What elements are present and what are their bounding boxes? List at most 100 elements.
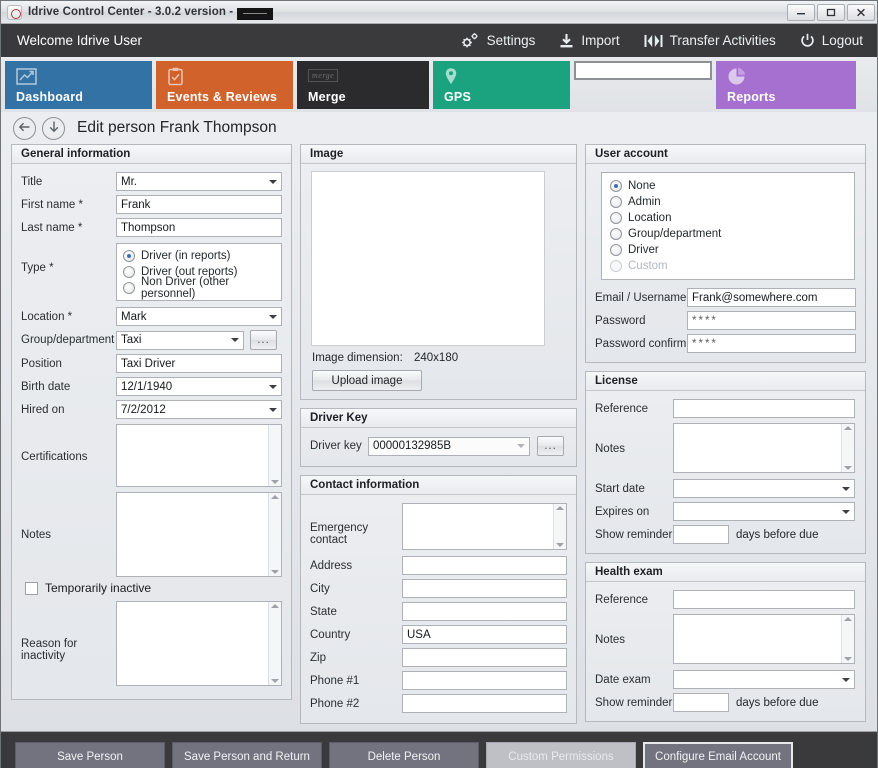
phone-2-input[interactable]: [402, 694, 567, 713]
back-button[interactable]: [13, 116, 36, 140]
role-radio-location[interactable]: Location: [610, 210, 846, 226]
license-notes-textarea[interactable]: [673, 423, 855, 473]
configure-email-account-button[interactable]: Configure Email Account: [643, 741, 793, 768]
type-radio-non-driver[interactable]: Non Driver (other personnel): [123, 276, 275, 300]
password-confirm-label: Password confirm: [595, 337, 687, 350]
state-input[interactable]: [402, 602, 567, 621]
nav-tile-gps[interactable]: GPS: [433, 61, 570, 109]
chevron-down-icon: [842, 509, 850, 514]
license-expires-picker[interactable]: [673, 502, 855, 521]
field-type-row: Type * Driver (in reports) Driver (out r…: [21, 243, 282, 301]
hired-on-picker[interactable]: 7/2/2012: [116, 400, 282, 419]
save-person-and-return-button[interactable]: Save Person and Return: [172, 741, 322, 768]
health-notes-textarea[interactable]: [673, 614, 855, 664]
license-reference-input[interactable]: [673, 399, 855, 418]
password-input[interactable]: ****: [687, 311, 856, 330]
arrow-left-icon: [18, 121, 31, 136]
driver-key-label: Driver key: [310, 440, 362, 452]
role-radio-driver-label: Driver: [628, 244, 659, 256]
minimize-button[interactable]: [787, 3, 815, 21]
radio-dot-icon: [123, 282, 135, 294]
health-reminder-input[interactable]: [673, 693, 729, 712]
address-label: Address: [310, 559, 353, 572]
maximize-button[interactable]: [817, 3, 845, 21]
group-department-browse-button[interactable]: ...: [250, 330, 277, 350]
down-button[interactable]: [42, 116, 65, 140]
reason-for-inactivity-textarea[interactable]: [116, 601, 282, 686]
last-name-input[interactable]: Thompson: [116, 218, 282, 237]
title-select-value: Mr.: [121, 175, 137, 188]
position-input[interactable]: Taxi Driver: [116, 354, 282, 373]
reason-scrollbar[interactable]: [268, 602, 281, 685]
power-icon: [800, 33, 815, 48]
certifications-textarea[interactable]: [116, 424, 282, 487]
type-radio-driver-out-reports[interactable]: Driver (out reports): [123, 264, 275, 280]
health-reference-input[interactable]: [673, 590, 855, 609]
page-header: Edit person Frank Thompson: [1, 112, 877, 144]
merge-icon: merge: [308, 67, 420, 87]
notes-textarea[interactable]: [116, 492, 282, 577]
field-notes-label: Notes: [21, 529, 52, 541]
driver-key-select[interactable]: 00000132985B: [368, 436, 530, 456]
email-username-input[interactable]: Frank@somewhere.com: [687, 288, 856, 307]
password-confirm-input[interactable]: ****: [687, 334, 856, 353]
password-label: Password: [595, 314, 646, 327]
zip-input[interactable]: [402, 648, 567, 667]
menu-item-import[interactable]: Import: [559, 33, 620, 49]
nav-tile-merge[interactable]: merge Merge: [297, 61, 429, 109]
temporarily-inactive-checkbox[interactable]: Temporarily inactive: [25, 581, 282, 595]
license-notes-scrollbar[interactable]: [841, 424, 854, 472]
role-radio-admin[interactable]: Admin: [610, 194, 846, 210]
health-notes-scrollbar[interactable]: [841, 615, 854, 663]
role-radio-driver[interactable]: Driver: [610, 242, 846, 258]
panel-image: Image Image dimension: 240x180 Upload im…: [300, 144, 577, 400]
nav-tile-reports-label: Reports: [727, 90, 776, 104]
menu-item-transfer-activities[interactable]: Transfer Activities: [644, 33, 776, 49]
nav-tile-reports[interactable]: Reports: [716, 61, 856, 109]
close-button[interactable]: [847, 3, 875, 21]
certifications-scrollbar[interactable]: [268, 425, 281, 486]
save-person-button[interactable]: Save Person: [15, 741, 165, 768]
emergency-contact-scrollbar[interactable]: [553, 504, 566, 549]
nav-tile-events-reviews[interactable]: Events & Reviews: [156, 61, 293, 109]
menu-item-logout[interactable]: Logout: [800, 33, 863, 48]
field-first-name-label: First name *: [21, 198, 83, 211]
menu-item-settings[interactable]: Settings: [460, 32, 535, 49]
field-license-reminder-row: Show reminder days before due: [595, 525, 856, 544]
first-name-input[interactable]: Frank: [116, 195, 282, 214]
checkbox-box-icon: [25, 581, 38, 595]
chevron-down-icon: [842, 486, 850, 491]
field-health-date-row: Date exam: [595, 670, 856, 689]
group-department-select[interactable]: Taxi: [116, 330, 244, 350]
license-reminder-input[interactable]: [673, 525, 729, 544]
nav-tile-fleet-manager[interactable]: Fleet Manager: [574, 61, 712, 80]
notes-scrollbar[interactable]: [268, 493, 281, 576]
field-birth-date-row: Birth date 12/1/1940: [21, 377, 282, 396]
field-reason-label: Reason for inactivity: [21, 638, 78, 662]
city-input[interactable]: [402, 579, 567, 598]
title-select[interactable]: Mr.: [116, 172, 282, 191]
driver-key-browse-button[interactable]: ...: [537, 436, 564, 456]
license-start-date-picker[interactable]: [673, 479, 855, 498]
emergency-contact-textarea[interactable]: [402, 503, 567, 550]
radio-dot-icon: [610, 228, 622, 240]
image-dimension-label: Image dimension:: [312, 352, 403, 364]
address-input[interactable]: [402, 556, 567, 575]
role-radio-group-department[interactable]: Group/department: [610, 226, 846, 242]
country-input[interactable]: USA: [402, 625, 567, 644]
type-radio-driver-in-reports[interactable]: Driver (in reports): [123, 248, 275, 264]
radio-dot-icon: [610, 260, 622, 272]
health-date-exam-picker[interactable]: [673, 670, 855, 689]
phone-1-input[interactable]: [402, 671, 567, 690]
nav-tile-gps-label: GPS: [444, 90, 471, 104]
field-zip-row: Zip: [310, 648, 567, 667]
nav-tile-dashboard[interactable]: Dashboard: [5, 61, 152, 109]
location-select[interactable]: Mark: [116, 307, 282, 326]
location-select-value: Mark: [121, 310, 147, 323]
role-radio-none[interactable]: None: [610, 178, 846, 194]
upload-image-button[interactable]: Upload image: [312, 370, 422, 391]
clipboard-check-icon: [167, 67, 284, 87]
role-radio-none-label: None: [628, 180, 656, 192]
delete-person-button[interactable]: Delete Person: [329, 741, 479, 768]
birth-date-picker[interactable]: 12/1/1940: [116, 377, 282, 396]
